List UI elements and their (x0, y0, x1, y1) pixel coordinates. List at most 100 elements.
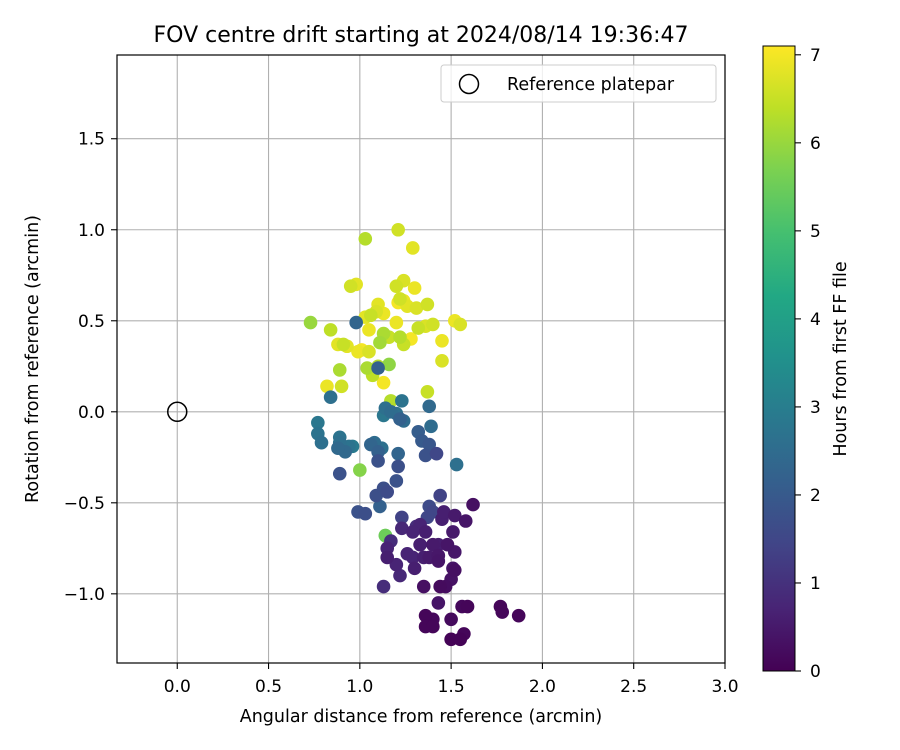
data-point (343, 279, 358, 293)
data-point (395, 394, 409, 408)
data-point (460, 599, 475, 614)
data-point (384, 404, 398, 419)
data-point (433, 488, 447, 503)
data-point (424, 419, 438, 434)
data-point (495, 605, 510, 619)
data-point (389, 557, 404, 572)
x-axis-ticks: 0.0 0.5 1.0 1.5 2.0 2.5 3.0 (164, 663, 739, 697)
colorbar-tick-label: 2 (810, 486, 821, 506)
data-point (373, 335, 387, 350)
data-point (453, 317, 468, 332)
data-point (416, 579, 431, 594)
data-point (349, 315, 363, 330)
data-point (391, 446, 405, 461)
legend-label-reference: Reference platepar (507, 75, 675, 95)
data-point (447, 508, 462, 523)
data-point (371, 361, 385, 375)
y-tick-label: 1.0 (78, 221, 105, 241)
data-point (363, 308, 378, 323)
data-point (371, 454, 385, 468)
data-point (380, 485, 395, 499)
data-point (407, 561, 422, 576)
data-point (426, 619, 440, 634)
data-point (362, 323, 376, 337)
data-point (351, 344, 365, 359)
data-point (411, 321, 426, 335)
data-point (431, 554, 446, 568)
data-point (332, 466, 347, 481)
data-point (376, 375, 391, 390)
data-point (405, 550, 420, 565)
data-point (405, 525, 420, 539)
data-point (409, 301, 424, 315)
y-axis-ticks: −1.0 −0.5 0.0 0.5 1.0 1.5 (64, 130, 117, 605)
colorbar-tick-label: 3 (810, 398, 821, 418)
data-point (511, 608, 526, 623)
data-point (444, 612, 458, 627)
data-point (429, 446, 444, 461)
data-point (389, 279, 404, 293)
y-axis-label: Rotation from reference (arcmin) (23, 215, 43, 503)
grid-lines (117, 55, 726, 663)
data-point (418, 608, 433, 623)
data-point (382, 357, 396, 372)
data-point (435, 354, 449, 368)
data-point (393, 568, 407, 583)
data-point (395, 510, 409, 525)
colorbar-tick-label: 0 (810, 662, 821, 682)
y-tick-label: 1.5 (78, 130, 105, 150)
data-point (418, 448, 433, 463)
x-tick-label: 3.0 (711, 677, 738, 697)
data-point (362, 344, 376, 359)
data-point (332, 363, 347, 377)
data-point (426, 505, 440, 519)
colorbar-tick-label: 5 (810, 222, 821, 242)
colorbar-ticks: 0 1 2 3 4 5 6 7 (795, 46, 821, 682)
reference-platepar-marker (167, 401, 188, 423)
data-point (334, 379, 349, 394)
y-tick-label: −0.5 (64, 494, 105, 514)
data-point (466, 497, 480, 512)
data-point (393, 292, 407, 306)
data-point (458, 514, 473, 528)
y-tick-label: 0.0 (78, 403, 105, 423)
data-point (426, 317, 440, 332)
x-tick-label: 1.0 (346, 677, 373, 697)
data-point (447, 563, 462, 577)
data-point (358, 232, 373, 246)
data-point (358, 506, 373, 521)
data-point (395, 521, 409, 536)
data-point (391, 222, 405, 237)
data-point (373, 499, 387, 514)
data-point (380, 550, 395, 565)
data-point (453, 632, 468, 647)
data-points (303, 222, 526, 647)
data-point (420, 297, 435, 312)
data-point (440, 537, 455, 552)
colorbar: 0 1 2 3 4 5 6 7 Hours from first FF file (762, 45, 851, 682)
data-point (331, 441, 345, 455)
data-point (431, 596, 446, 610)
x-tick-label: 0.0 (164, 677, 191, 697)
colorbar-tick-label: 7 (810, 46, 821, 66)
data-point (323, 390, 338, 405)
data-point (420, 384, 435, 399)
x-tick-label: 2.5 (620, 677, 647, 697)
x-tick-label: 2.0 (529, 677, 556, 697)
data-point (323, 323, 338, 337)
data-point (311, 415, 325, 430)
data-point (353, 463, 367, 477)
data-point (426, 537, 440, 552)
colorbar-label: Hours from first FF file (831, 261, 851, 456)
y-tick-label: −1.0 (64, 585, 105, 605)
data-point (407, 281, 422, 295)
x-tick-label: 1.5 (438, 677, 465, 697)
data-point (336, 337, 351, 352)
data-point (360, 361, 374, 375)
data-point (418, 525, 433, 539)
data-point (314, 435, 329, 450)
data-point (422, 437, 437, 452)
chart-title: FOV centre drift starting at 2024/08/14 … (154, 23, 689, 48)
data-point (376, 579, 391, 594)
